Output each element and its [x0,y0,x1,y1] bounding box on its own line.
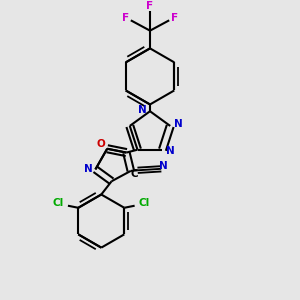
Text: Cl: Cl [139,198,150,208]
Text: O: O [96,139,105,149]
Text: N: N [159,161,168,172]
Text: N: N [167,146,175,156]
Text: Cl: Cl [53,198,64,208]
Text: F: F [171,13,178,23]
Text: N: N [138,105,147,115]
Text: F: F [122,13,129,23]
Text: N: N [84,164,92,174]
Text: N: N [174,119,183,130]
Text: C: C [131,169,139,179]
Text: F: F [146,1,154,11]
